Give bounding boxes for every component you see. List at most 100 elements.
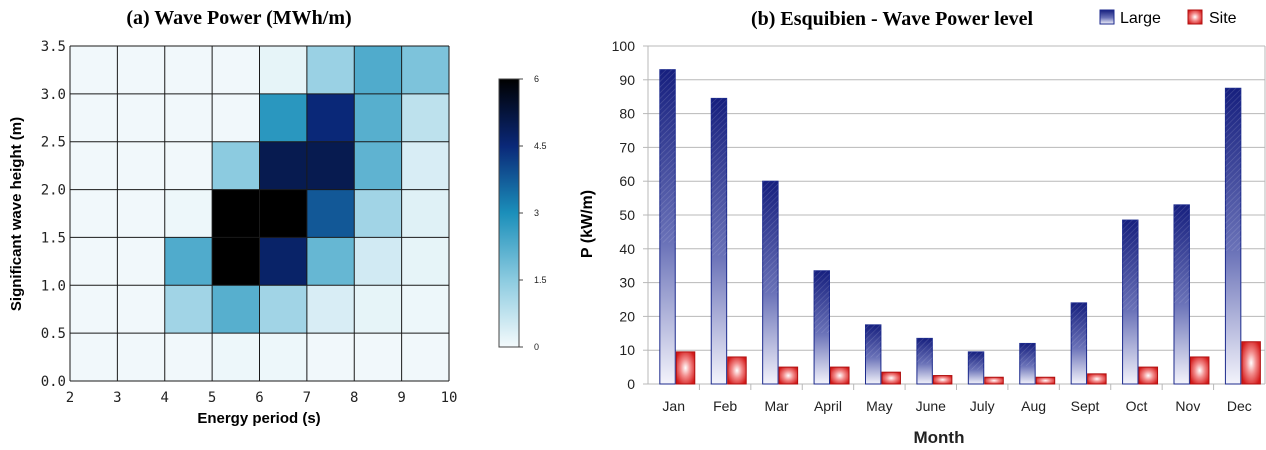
bar-site [1138, 366, 1159, 385]
bar-site [881, 371, 901, 385]
heatmap-cell [164, 141, 213, 190]
heatmap-x-tick-label: 8 [350, 390, 358, 406]
bar-site [1189, 356, 1210, 385]
colorbar-tick-label: 4.5 [534, 141, 547, 151]
bar-y-tick-label: 10 [619, 342, 635, 358]
heatmap-cell [259, 333, 307, 381]
heatmap-y-tick-label: 1.0 [41, 278, 66, 294]
heatmap-cell [401, 46, 449, 94]
colorbar-tick-label: 3 [534, 208, 539, 218]
bar-large-hatch [659, 69, 676, 243]
bar-y-tick-label: 30 [619, 275, 635, 291]
heatmap-y-ticks: 0.0 0.5 1.0 1.5 2.0 2.5 3.0 3.5 [41, 39, 66, 390]
bar-y-axis-label: P (kW/m) [579, 190, 596, 258]
heatmap-cell [401, 333, 449, 381]
bar-panel: (b) Esquibien - Wave Power level Large S… [579, 8, 1266, 447]
bar-y-tick-label: 100 [612, 38, 636, 54]
heatmap-cell [259, 189, 307, 238]
heatmap-cell [354, 46, 402, 94]
bar-site [778, 366, 799, 385]
bar-large-hatch [916, 338, 933, 364]
heatmap-cell [212, 141, 260, 190]
legend: Large Site [1099, 9, 1237, 27]
heatmap-y-tick-label: 0.5 [41, 326, 66, 342]
heatmap-cell [354, 189, 402, 238]
heatmap-x-tick-label: 3 [113, 390, 121, 406]
heatmap-cell [164, 93, 213, 142]
heatmap-y-axis-label: Significant wave height (m) [8, 117, 25, 311]
bar-y-tick-label: 70 [619, 139, 635, 155]
heatmap-cell [117, 93, 165, 142]
heatmap-x-tick-label: 6 [255, 390, 263, 406]
heatmap-cell [401, 285, 449, 334]
heatmap-cell [212, 93, 260, 142]
heatmap-cell [259, 285, 307, 334]
bar-x-tick-label: June [916, 398, 947, 414]
bar-gridlines [647, 45, 1266, 385]
heatmap-x-tick-label: 7 [303, 390, 311, 406]
heatmap-x-tick-label: 4 [161, 390, 169, 406]
heatmap-cell [306, 46, 355, 94]
heatmap-cell [212, 333, 260, 381]
heatmap-cell [354, 93, 402, 142]
bar-site [932, 375, 953, 385]
bar-y-ticks: 0 10 20 30 40 50 60 70 80 90 100 [612, 38, 648, 392]
heatmap-cell [117, 237, 165, 286]
bar-large-hatch [1173, 204, 1190, 304]
bar-y-tick-label: 90 [619, 72, 635, 88]
colorbar-ticks: 0 1.5 3 4.5 6 [519, 74, 547, 352]
heatmap-cell [70, 237, 118, 286]
heatmap-cell [354, 141, 402, 190]
bar-large-hatch [711, 98, 727, 256]
bar-x-tick-label: Dec [1227, 398, 1252, 414]
heatmap-cell [354, 285, 402, 334]
heatmap-x-tick-label: 10 [441, 390, 458, 406]
bar-site [830, 366, 850, 385]
bar-x-tick-label: May [866, 398, 892, 414]
heatmap-cell [117, 189, 165, 238]
colorbar-tick-label: 6 [534, 74, 539, 84]
bars [659, 69, 1261, 385]
heatmap-cell [117, 46, 165, 94]
heatmap-cell [164, 237, 213, 286]
bar-y-tick-label: 20 [619, 308, 635, 324]
heatmap-cell [401, 189, 449, 238]
bar-x-axis-label: Month [914, 428, 965, 447]
bar-x-tick-label: Mar [764, 398, 788, 414]
heatmap-panel: (a) Wave Power (MWh/m) 2 3 4 5 6 7 8 9 10 0.0 0.5… [8, 7, 547, 427]
bar-y-tick-label: 40 [619, 241, 635, 257]
bar-large-hatch [1071, 302, 1087, 348]
bar-large-hatch [865, 324, 881, 358]
bar-large-hatch [1225, 88, 1241, 251]
bar-site [1035, 376, 1056, 385]
heatmap-cell [306, 285, 355, 334]
legend-swatch-site [1187, 9, 1203, 25]
heatmap-cell [164, 46, 213, 94]
heatmap-cell [70, 333, 118, 381]
heatmap-cell [117, 141, 165, 190]
heatmap-cell [306, 333, 355, 381]
heatmap-cell [401, 237, 449, 286]
heatmap-cell [306, 189, 355, 238]
heatmap-cell [117, 285, 165, 334]
heatmap-cell [306, 141, 355, 190]
heatmap-y-tick-label: 0.0 [41, 374, 66, 390]
heatmap-cell [164, 285, 213, 334]
bar-x-tick-label: Aug [1021, 398, 1046, 414]
heatmap-cell [164, 333, 213, 381]
heatmap-cell [259, 237, 307, 286]
bar-y-tick-label: 80 [619, 106, 635, 122]
bar-site [984, 376, 1004, 385]
bar-large-hatch [968, 351, 984, 370]
heatmap-cell [70, 46, 118, 94]
heatmap-cell [306, 93, 355, 142]
heatmap-cell [212, 285, 260, 334]
bar-y-tick-label: 0 [627, 376, 635, 392]
bar-large-hatch [762, 181, 779, 293]
heatmap-y-tick-label: 2.5 [41, 135, 66, 151]
heatmap-cell [401, 141, 449, 190]
bar-x-tick-label: April [814, 398, 842, 414]
heatmap-cell [212, 189, 260, 238]
heatmap-cells [70, 46, 449, 381]
